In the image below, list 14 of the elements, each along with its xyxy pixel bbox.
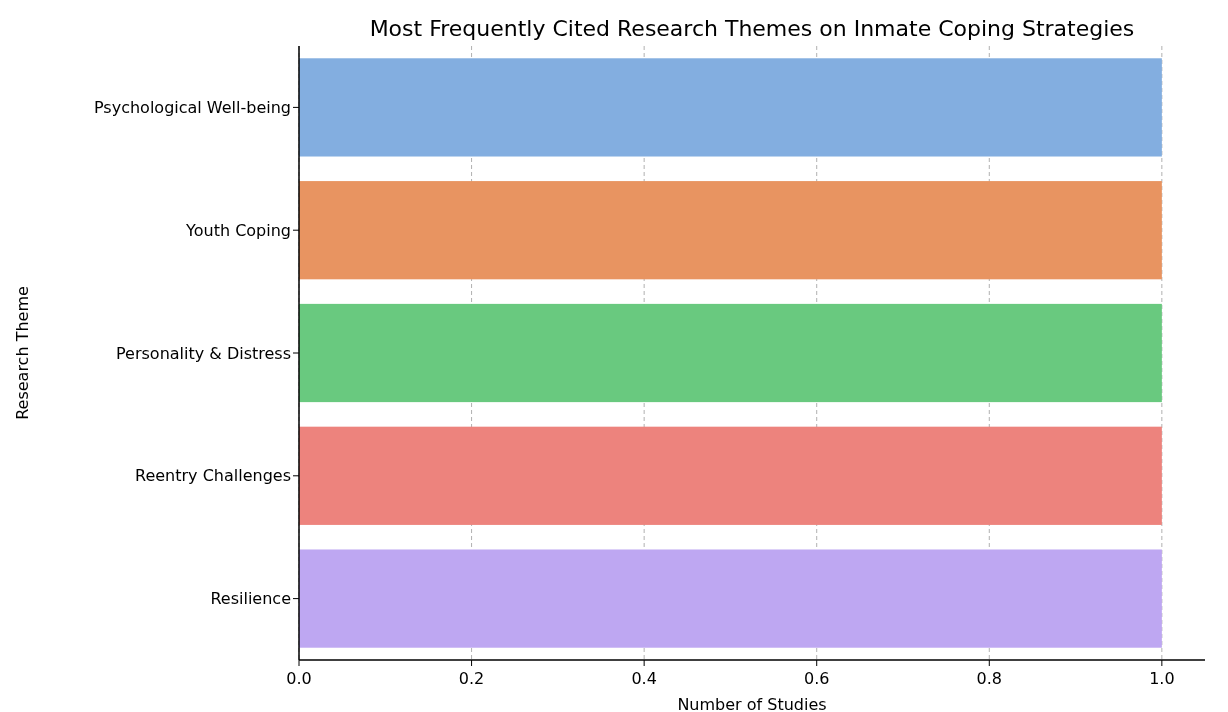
y-tick-label: Psychological Well-being (94, 98, 291, 117)
y-tick-label: Personality & Distress (116, 343, 291, 363)
y-tick-label: Reentry Challenges (135, 466, 291, 486)
x-axis-title: Number of Studies (677, 695, 827, 712)
chart-title: Most Frequently Cited Research Themes on Inmate Coping Strategies (369, 16, 1135, 41)
y-axis-title: Research Theme (13, 286, 32, 420)
x-tick-label: 0.8 (976, 669, 1003, 688)
x-tick-label: 0.0 (286, 669, 312, 688)
x-tick-label: 1.0 (1149, 669, 1175, 688)
x-tick-label: 0.6 (803, 669, 830, 688)
y-tick-label: Resilience (210, 589, 291, 609)
y-tick-label: Youth Coping (185, 220, 291, 240)
x-tick-label: 0.4 (631, 669, 657, 688)
x-tick-label: 0.2 (458, 669, 485, 688)
